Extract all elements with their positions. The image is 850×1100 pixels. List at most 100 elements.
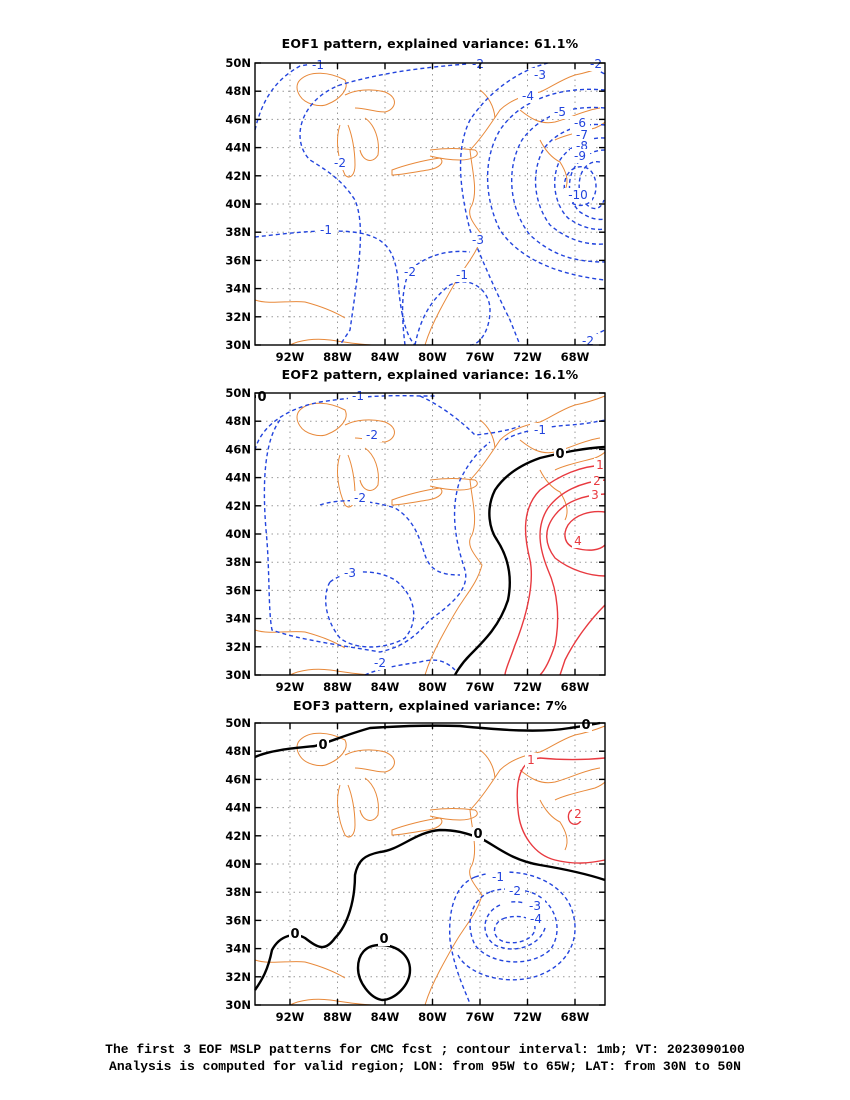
eof2-contour-labels: -1 -2 -2 -3 -2 -1 0 1 23 4 0 xyxy=(256,389,606,670)
coastline xyxy=(429,478,478,491)
contour-label: -3 xyxy=(472,233,484,247)
x-tick-label: 92W xyxy=(276,1010,305,1024)
coastline xyxy=(479,419,496,449)
contour-label: -5 xyxy=(554,105,566,119)
eof3-contour-minus3 xyxy=(484,901,546,950)
contour-label: -1 xyxy=(492,870,504,884)
contour-label-bg xyxy=(370,656,390,670)
coastline xyxy=(539,469,568,521)
y-tick-label: 46N xyxy=(225,112,251,126)
contour-label-bg xyxy=(452,268,472,282)
eof1-contour-minus3-outer xyxy=(459,62,549,346)
x-tick-label: 80W xyxy=(418,680,447,694)
coastline xyxy=(344,749,395,773)
y-tick-label: 46N xyxy=(225,442,251,456)
coastline xyxy=(424,809,483,1006)
contour-label-bg xyxy=(308,58,328,72)
caption-line-1: The first 3 EOF MSLP patterns for CMC fc… xyxy=(105,1042,745,1057)
contour-label-bg xyxy=(400,265,420,279)
eof3-contour-zero-north xyxy=(254,721,601,759)
coastline xyxy=(519,107,601,124)
contour-label: -4 xyxy=(530,912,542,926)
contour-label: -4 xyxy=(522,89,534,103)
y-tick-label: 42N xyxy=(225,169,251,183)
eof3-axes: 50N 48N 46N 44N 42N 40N 38N 36N 34N 32N 30N 92W 88W 8… xyxy=(225,716,606,1024)
contour-label: 1 xyxy=(596,458,604,472)
eof1-title: EOF1 pattern, explained variance: 61.1% xyxy=(281,36,579,51)
coastline xyxy=(469,65,606,151)
contour-label: -10 xyxy=(568,188,588,202)
eof1-contour-minus1-east xyxy=(254,230,416,346)
contour-label: 1 xyxy=(527,753,535,767)
coastline xyxy=(539,139,568,191)
contour-label: -2 xyxy=(334,156,346,170)
x-tick-label: 72W xyxy=(513,1010,542,1024)
y-tick-label: 32N xyxy=(225,640,251,654)
y-tick-label: 32N xyxy=(225,310,251,324)
eof1-contour-minus7 xyxy=(554,137,606,231)
eof2-contour-zero xyxy=(453,445,606,676)
x-tick-label: 68W xyxy=(561,1010,590,1024)
y-tick-label: 48N xyxy=(225,414,251,428)
contour-label: 3 xyxy=(591,488,599,502)
x-tick-label: 88W xyxy=(323,350,352,364)
contour-label-bg xyxy=(472,827,484,841)
eof2-title: EOF2 pattern, explained variance: 16.1% xyxy=(281,367,579,382)
eof1-axes: 50N 48N 46N 44N 42N 40N 38N 36N 34N 32N 30N 92W 88W 8… xyxy=(225,56,606,364)
coastline xyxy=(337,454,356,508)
eof3-contour-minus1 xyxy=(448,871,576,1006)
coastline xyxy=(469,725,606,811)
coastline xyxy=(296,72,347,107)
eof1-contour-minus10 xyxy=(563,165,597,207)
eof1-contour-minus9 xyxy=(578,161,605,210)
contour-label-bg xyxy=(589,488,601,502)
coastline xyxy=(469,395,606,481)
y-tick-label: 30N xyxy=(225,998,251,1012)
y-tick-label: 34N xyxy=(225,942,251,956)
contour-label: -2 xyxy=(582,334,594,348)
eof3-contour-labels: 0 0 0 0 0 1 2 -1 -2 -3-4 xyxy=(289,718,592,947)
coastline xyxy=(254,629,346,649)
coastline xyxy=(479,749,496,779)
y-tick-label: 46N xyxy=(225,772,251,786)
contour-label: -1 xyxy=(534,423,546,437)
contour-label: -1 xyxy=(352,389,364,403)
y-tick-label: 30N xyxy=(225,668,251,682)
eof2-contour-minus3 xyxy=(324,571,415,648)
contour-label-bg xyxy=(594,458,606,472)
contour-label-bg xyxy=(488,870,508,884)
y-tick-label: 38N xyxy=(225,885,251,899)
eof2-contour-minus2-outer xyxy=(263,419,491,653)
contour-label-bg xyxy=(518,89,538,103)
contour-label-bg xyxy=(530,68,550,82)
y-tick-label: 32N xyxy=(225,970,251,984)
coastline xyxy=(424,479,483,676)
x-tick-label: 84W xyxy=(371,1010,400,1024)
y-tick-label: 44N xyxy=(225,801,251,815)
y-tick-label: 44N xyxy=(225,471,251,485)
contour-label-bg xyxy=(289,927,301,941)
contour-label-bg xyxy=(330,156,350,170)
contour-label: -2 xyxy=(509,884,521,898)
y-tick-label: 48N xyxy=(225,84,251,98)
eof1-contour-minus4 xyxy=(486,88,606,281)
contour-label-bg xyxy=(505,884,525,898)
eof2-contour-plus3 xyxy=(546,493,606,577)
x-tick-label: 68W xyxy=(561,680,590,694)
contour-label-bg xyxy=(554,447,566,461)
coastline xyxy=(359,447,379,491)
contour-label-bg xyxy=(350,491,370,505)
x-tick-label: 76W xyxy=(466,1010,495,1024)
contour-label-bg xyxy=(564,188,592,202)
eof3-map: 0 0 0 0 0 1 2 -1 -2 -3-4 50N 48N 46N 44N 42N 40N 38N 36N… xyxy=(225,716,606,1024)
contour-label-bg xyxy=(550,105,570,119)
contour-label-bg xyxy=(316,223,336,237)
eof3-title: EOF3 pattern, explained variance: 7% xyxy=(293,698,567,713)
coastline xyxy=(391,487,443,506)
x-tick-label: 92W xyxy=(276,350,305,364)
contour-label-bg xyxy=(525,753,537,767)
coastline xyxy=(391,817,443,836)
contour-label-bg xyxy=(317,738,329,752)
contour-label-bg xyxy=(572,807,584,821)
y-tick-label: 44N xyxy=(225,141,251,155)
